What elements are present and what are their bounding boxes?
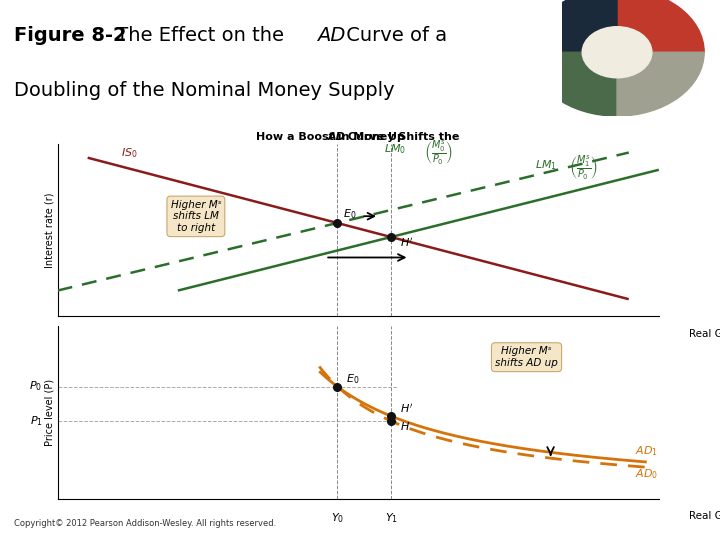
Text: Curve Up: Curve Up [344, 132, 405, 142]
Text: AD: AD [328, 132, 346, 142]
Text: Curve of a: Curve of a [340, 25, 447, 44]
Text: Copyright© 2012 Pearson Addison-Wesley. All rights reserved.: Copyright© 2012 Pearson Addison-Wesley. … [14, 519, 276, 528]
Text: $H'$: $H'$ [400, 402, 413, 415]
Text: $Y_0$: $Y_0$ [330, 511, 344, 524]
Text: Real GDP (Y): Real GDP (Y) [689, 328, 720, 339]
Y-axis label: Price level (P): Price level (P) [45, 379, 55, 446]
Text: $P_1$: $P_1$ [30, 414, 42, 428]
Wedge shape [617, 52, 704, 116]
Wedge shape [530, 0, 617, 52]
Circle shape [582, 26, 652, 78]
Text: $AD_1$: $AD_1$ [635, 444, 658, 458]
Text: AD: AD [318, 25, 346, 44]
Text: $LM_1$: $LM_1$ [534, 158, 557, 172]
Text: $H$: $H$ [400, 420, 410, 431]
Text: $LM_0$: $LM_0$ [384, 143, 406, 157]
Wedge shape [530, 52, 617, 116]
Text: The Effect on the: The Effect on the [109, 25, 289, 44]
Text: $P_0$: $P_0$ [30, 380, 42, 394]
Text: $E_0$: $E_0$ [343, 207, 356, 221]
Text: Higher Mˢ
shifts LM
to right: Higher Mˢ shifts LM to right [171, 200, 221, 233]
Text: $IS_0$: $IS_0$ [122, 146, 138, 160]
Text: Real GDP (Y): Real GDP (Y) [689, 511, 720, 521]
Text: $Y_0$: $Y_0$ [330, 328, 344, 342]
Text: Figure 8-2: Figure 8-2 [14, 25, 127, 44]
Y-axis label: Interest rate (r): Interest rate (r) [45, 192, 55, 268]
Text: $H'$: $H'$ [400, 236, 413, 249]
Text: $Y_1$: $Y_1$ [384, 511, 397, 524]
Text: $E_0$: $E_0$ [346, 372, 360, 386]
Text: $\left(\dfrac{M^s_0}{P_0}\right)$: $\left(\dfrac{M^s_0}{P_0}\right)$ [424, 138, 453, 167]
Wedge shape [617, 0, 704, 52]
Text: $Y_1$: $Y_1$ [384, 328, 397, 342]
Text: Higher Mˢ
shifts AD up: Higher Mˢ shifts AD up [495, 346, 558, 368]
Text: How a Boost in Money Shifts the: How a Boost in Money Shifts the [256, 132, 464, 142]
Text: 8-9: 8-9 [662, 518, 688, 532]
Text: $\left(\dfrac{M^s_1}{P_0}\right)$: $\left(\dfrac{M^s_1}{P_0}\right)$ [569, 154, 597, 182]
Text: $AD_0$: $AD_0$ [635, 468, 658, 481]
Text: Doubling of the Nominal Money Supply: Doubling of the Nominal Money Supply [14, 81, 395, 100]
